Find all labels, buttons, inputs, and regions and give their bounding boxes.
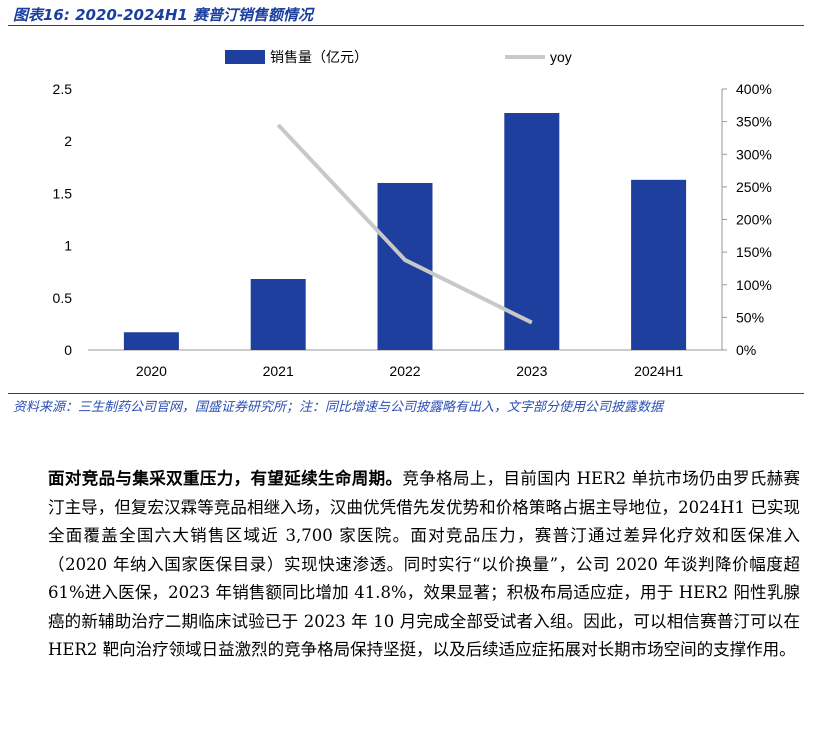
x-axis-categories: 2020 2021 2022 2023 2024H1 bbox=[136, 363, 684, 379]
left-axis-ticks: 0 0.5 1 1.5 2 2.5 bbox=[53, 81, 73, 358]
body-paragraph: 面对竞品与集采双重压力，有望延续生命周期。竞争格局上，目前国内 HER2 单抗市… bbox=[48, 465, 800, 665]
right-tick-label: 250% bbox=[736, 179, 772, 195]
left-tick-label: 1.5 bbox=[53, 185, 73, 201]
left-tick-label: 0.5 bbox=[53, 290, 73, 306]
legend-bar-label: 销售量（亿元） bbox=[270, 49, 368, 65]
bar-2021 bbox=[250, 279, 306, 350]
sales-chart: 0 0.5 1 1.5 2 2.5 0% 50% 100% 150% 200% 250% 300% 35… bbox=[53, 49, 772, 379]
left-tick-label: 2.5 bbox=[53, 81, 73, 97]
figure-title: 图表16: 2020-2024H1 赛普汀销售额情况 bbox=[13, 6, 314, 24]
source-note: 资料来源：三生制药公司官网，国盛证券研究所；注：同比增速与公司披露略有出入，文字… bbox=[13, 400, 664, 415]
left-tick-label: 2 bbox=[64, 133, 72, 149]
right-tick-label: 200% bbox=[736, 212, 772, 228]
legend-bar-swatch bbox=[225, 50, 265, 64]
chart-legend: 销售量（亿元） yoy bbox=[225, 49, 572, 65]
category-label: 2024H1 bbox=[634, 363, 683, 379]
category-label: 2020 bbox=[136, 363, 167, 379]
right-tick-label: 350% bbox=[736, 114, 772, 130]
right-axis-ticks: 0% 50% 100% 150% 200% 250% 300% 350% 400% bbox=[722, 81, 772, 358]
top-rule bbox=[8, 25, 804, 26]
body-lead: 面对竞品与集采双重压力，有望延续生命周期。 bbox=[48, 469, 403, 488]
right-tick-label: 300% bbox=[736, 146, 772, 162]
right-tick-label: 100% bbox=[736, 277, 772, 293]
bar-2020 bbox=[123, 332, 179, 350]
right-tick-label: 400% bbox=[736, 81, 772, 97]
right-tick-label: 50% bbox=[736, 309, 764, 325]
right-tick-label: 150% bbox=[736, 244, 772, 260]
right-tick-label: 0% bbox=[736, 342, 756, 358]
bottom-rule bbox=[8, 393, 804, 394]
bar-series bbox=[123, 113, 687, 351]
bar-2023 bbox=[504, 113, 560, 351]
category-label: 2022 bbox=[389, 363, 420, 379]
category-label: 2021 bbox=[263, 363, 294, 379]
left-tick-label: 1 bbox=[64, 238, 72, 254]
legend-line-label: yoy bbox=[550, 49, 572, 65]
left-tick-label: 0 bbox=[64, 342, 72, 358]
yoy-line bbox=[276, 123, 533, 325]
bar-2024H1 bbox=[631, 179, 687, 350]
bar-2022 bbox=[377, 182, 433, 350]
body-text: 竞争格局上，目前国内 HER2 单抗市场仍由罗氏赫赛汀主导，但复宏汉霖等竞品相继… bbox=[48, 469, 800, 659]
category-label: 2023 bbox=[516, 363, 547, 379]
